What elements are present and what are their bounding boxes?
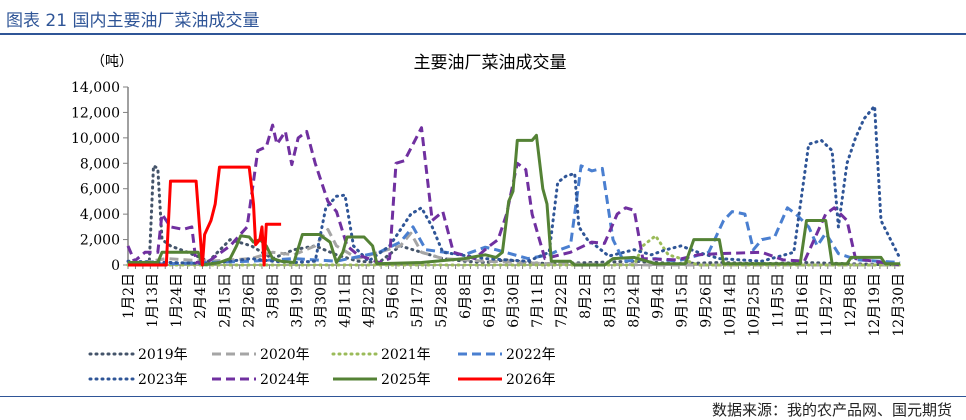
x-tick-label: 6月19日 bbox=[482, 273, 498, 328]
y-tick-label: 2,000 bbox=[80, 233, 120, 249]
x-tick-label: 8月24日 bbox=[626, 273, 642, 328]
x-tick-label: 3月8日 bbox=[265, 273, 281, 319]
legend-label: 2025年 bbox=[381, 372, 431, 388]
x-tick-label: 9月15日 bbox=[674, 273, 690, 328]
data-source: 数据来源：我的农产品网、国元期货 bbox=[711, 401, 952, 419]
series-line-2020年 bbox=[127, 227, 901, 267]
x-tick-label: 4月11日 bbox=[338, 273, 354, 328]
series-line-2021年 bbox=[126, 234, 902, 267]
x-tick-label: 10月25日 bbox=[747, 273, 763, 337]
x-tick-label: 5月17日 bbox=[410, 273, 426, 328]
series-line-2024年 bbox=[126, 123, 901, 267]
x-tick-label: 12月19日 bbox=[867, 273, 883, 337]
x-tick-label: 5月6日 bbox=[386, 273, 402, 319]
chart-title: 主要油厂菜油成交量 bbox=[414, 53, 567, 73]
legend-label: 2023年 bbox=[138, 372, 188, 388]
x-tick-label: 2月26日 bbox=[241, 273, 257, 328]
x-tick-label: 3月30日 bbox=[314, 273, 330, 328]
legend-item: 2020年 bbox=[212, 347, 310, 363]
y-tick-label: 14,000 bbox=[71, 80, 120, 96]
y-tick-label: 4,000 bbox=[80, 207, 120, 223]
series-line-2026年 bbox=[128, 165, 282, 267]
y-tick-label: 6,000 bbox=[80, 182, 120, 198]
x-tick-label: 7月22日 bbox=[554, 273, 570, 328]
x-tick-label: 10月14日 bbox=[723, 273, 739, 337]
x-tick-label: 8月13日 bbox=[602, 273, 618, 328]
legend-item: 2021年 bbox=[331, 347, 431, 363]
legend-item: 2025年 bbox=[333, 372, 431, 388]
x-tick-label: 2月15日 bbox=[217, 273, 233, 328]
series-line-2023年 bbox=[126, 104, 902, 266]
x-tick-label: 12月30日 bbox=[891, 273, 907, 337]
legend-label: 2026年 bbox=[506, 372, 556, 388]
y-tick-label: 12,000 bbox=[71, 105, 120, 121]
x-tick-label: 4月22日 bbox=[362, 273, 378, 328]
legend-label: 2022年 bbox=[506, 347, 556, 363]
x-tick-label: 1月13日 bbox=[145, 273, 161, 328]
y-tick-label: 0 bbox=[111, 258, 120, 274]
legend-label: 2020年 bbox=[260, 347, 310, 363]
legend-item: 2019年 bbox=[88, 347, 188, 363]
x-tick-label: 9月4日 bbox=[650, 273, 666, 319]
y-tick-label: 10,000 bbox=[71, 131, 120, 147]
x-tick-label: 11月27日 bbox=[819, 273, 835, 337]
x-tick-label: 7月11日 bbox=[530, 273, 546, 328]
x-tick-label: 3月19日 bbox=[289, 273, 305, 328]
x-tick-label: 6月30日 bbox=[506, 273, 522, 328]
legend-item: 2024年 bbox=[212, 372, 310, 388]
x-tick-label: 9月26日 bbox=[699, 273, 715, 328]
legend-label: 2021年 bbox=[381, 347, 431, 363]
x-tick-label: 5月28日 bbox=[434, 273, 450, 328]
x-tick-label: 11月5日 bbox=[771, 273, 787, 328]
legend-item: 2023年 bbox=[88, 372, 188, 388]
x-tick-label: 6月8日 bbox=[458, 273, 474, 319]
x-tick-label: 2月4日 bbox=[193, 273, 209, 319]
y-axis-unit: （吨） bbox=[91, 54, 133, 70]
x-tick-label: 1月24日 bbox=[169, 273, 185, 328]
x-tick-label: 11月16日 bbox=[795, 273, 811, 337]
legend-label: 2019年 bbox=[138, 347, 188, 363]
x-tick-label: 8月2日 bbox=[578, 273, 594, 319]
legend-label: 2024年 bbox=[260, 372, 310, 388]
legend-item: 2026年 bbox=[458, 372, 556, 388]
x-tick-label: 1月2日 bbox=[121, 273, 137, 319]
y-tick-label: 8,000 bbox=[80, 156, 120, 172]
legend-item: 2022年 bbox=[458, 347, 556, 363]
footer-divider bbox=[0, 396, 966, 397]
figure-caption: 图表 21 国内主要油厂菜油成交量 bbox=[6, 11, 260, 31]
series-line-2025年 bbox=[128, 133, 901, 267]
x-tick-label: 12月8日 bbox=[843, 273, 859, 328]
header-divider bbox=[0, 33, 966, 35]
